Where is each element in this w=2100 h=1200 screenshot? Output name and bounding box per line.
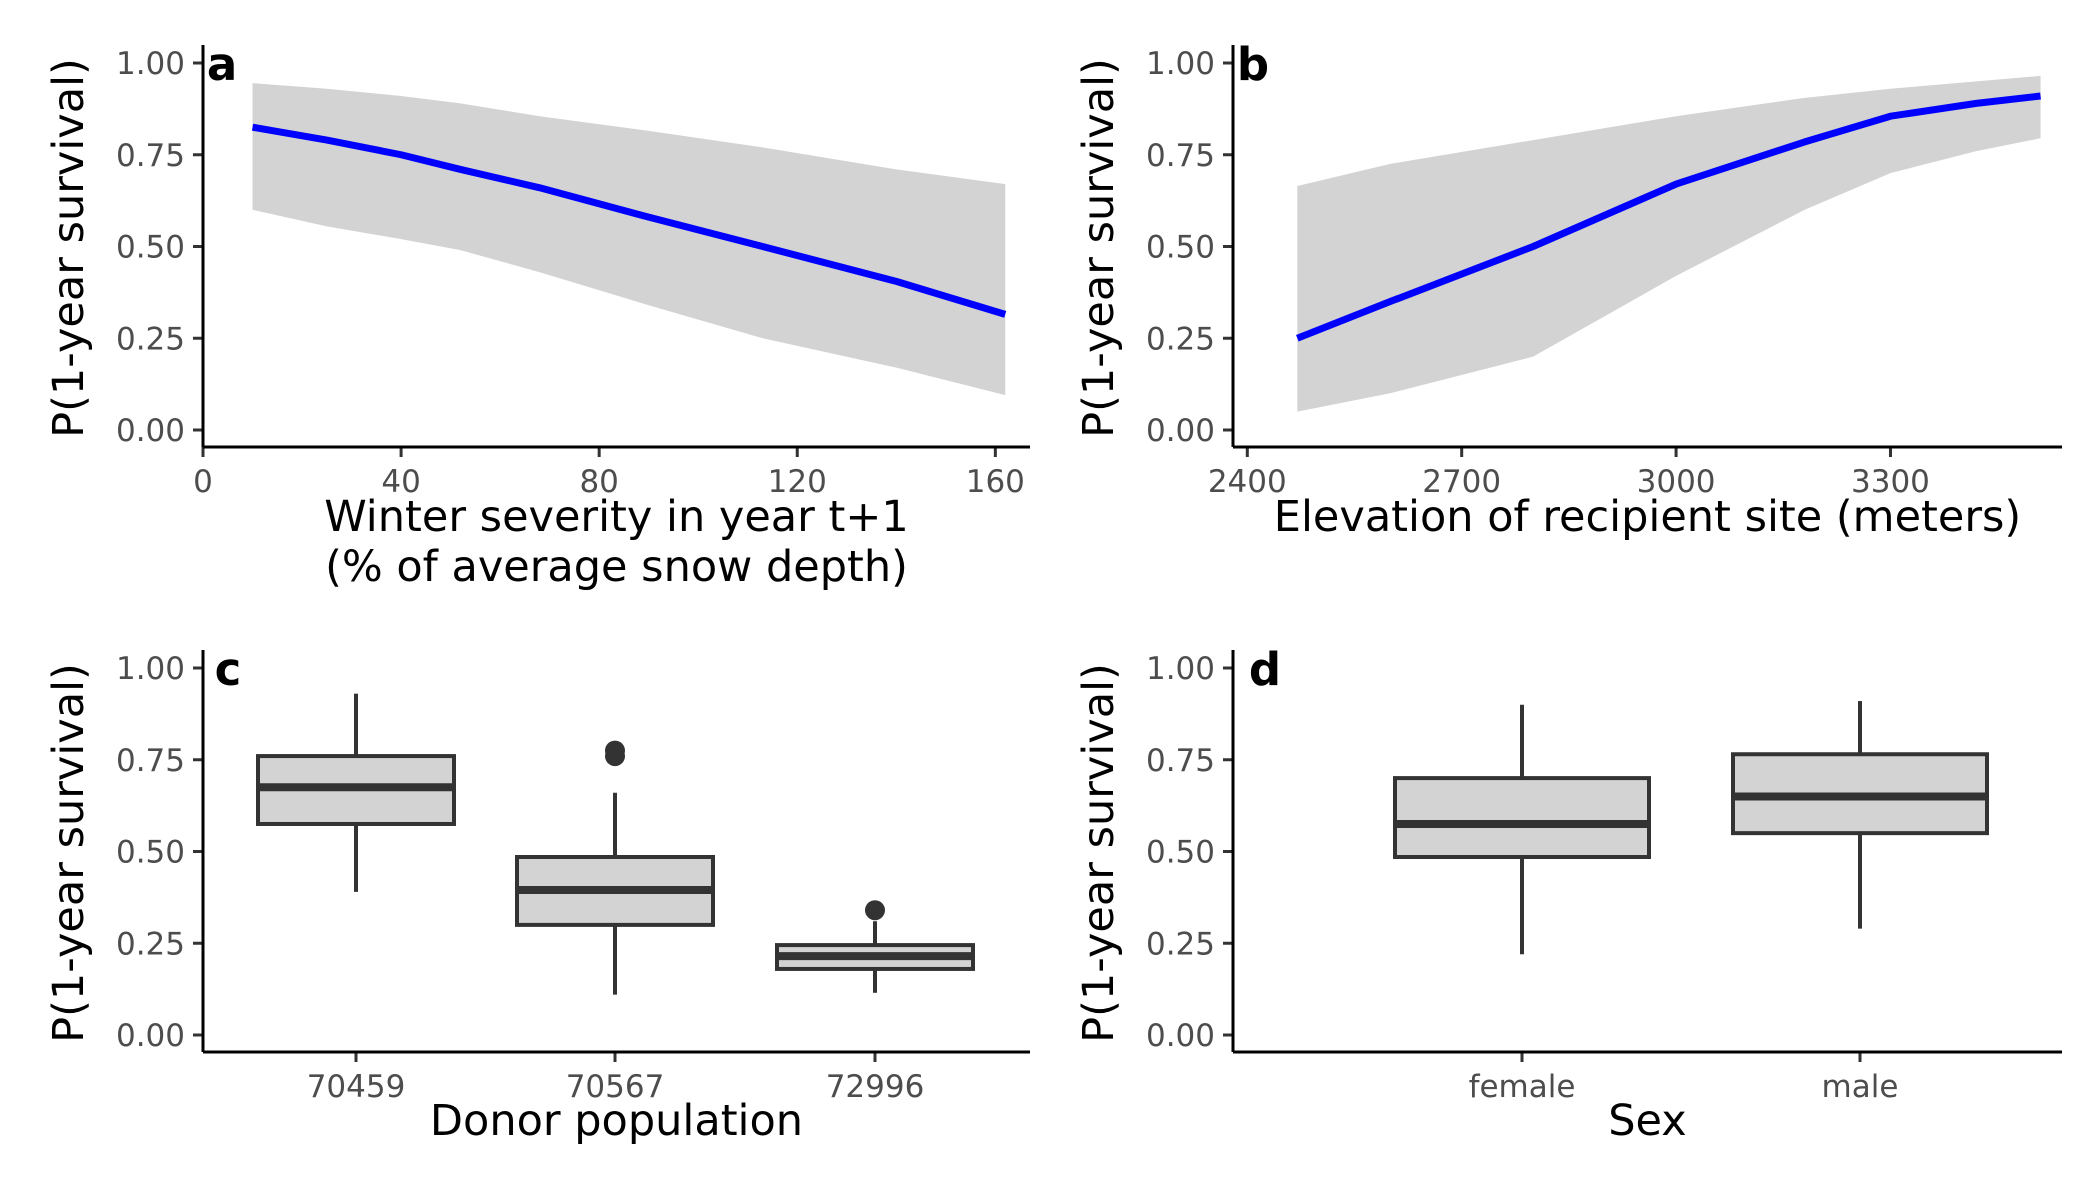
x-axis-title: Sex bbox=[1608, 1096, 1686, 1146]
panel-d: female male 0.00 0.25 0.50 0.75 1.00 Sex P(1-yea… bbox=[1074, 643, 2062, 1146]
x-tick-label: 160 bbox=[966, 464, 1025, 500]
y-tick-label: 0.50 bbox=[116, 835, 185, 871]
panel-a: 0 40 80 120 160 0.00 0.25 0.50 0.75 1.00 Winter se… bbox=[44, 38, 1030, 592]
confidence-ribbon bbox=[252, 83, 1006, 396]
x-tick-label: 3300 bbox=[1851, 464, 1930, 500]
y-tick-label: 0.75 bbox=[1146, 138, 1215, 174]
x-tick-label: 3000 bbox=[1637, 464, 1716, 500]
y-tick-label: 0.25 bbox=[1146, 321, 1215, 357]
x-tick-label: 72996 bbox=[826, 1069, 925, 1105]
y-tick-label: 1.00 bbox=[116, 46, 185, 82]
panel-label: b bbox=[1237, 38, 1269, 91]
y-tick-label: 0.25 bbox=[116, 926, 185, 962]
x-tick-label: 120 bbox=[768, 464, 827, 500]
box-male bbox=[1731, 701, 1989, 929]
y-axis-title: P(1-year survival) bbox=[1074, 58, 1124, 438]
panel-label: d bbox=[1249, 643, 1281, 696]
x-tick-label: 40 bbox=[381, 464, 420, 500]
x-tick-label: 70459 bbox=[307, 1069, 406, 1105]
panel-label: c bbox=[215, 643, 242, 696]
y-axis-title: P(1-year survival) bbox=[44, 58, 94, 438]
x-axis-title: Winter severity in year t+1 bbox=[324, 492, 909, 542]
iqr-box bbox=[1393, 776, 1651, 860]
y-tick-label: 0.75 bbox=[116, 743, 185, 779]
y-axis-title: P(1-year survival) bbox=[44, 663, 94, 1043]
fitted-line bbox=[1296, 92, 2041, 342]
y-tick-label: 1.00 bbox=[1146, 651, 1215, 687]
x-tick-label: female bbox=[1469, 1069, 1576, 1105]
y-tick-label: 1.00 bbox=[1146, 46, 1215, 82]
y-tick-label: 0.50 bbox=[1146, 835, 1215, 871]
box-female bbox=[1393, 704, 1651, 955]
x-axis-title: Donor population bbox=[430, 1096, 803, 1146]
box-70459 bbox=[256, 693, 456, 892]
y-tick-label: 0.25 bbox=[1146, 926, 1215, 962]
confidence-ribbon bbox=[1297, 75, 2041, 412]
y-tick-label: 0.50 bbox=[1146, 230, 1215, 266]
box-72996 bbox=[775, 900, 975, 993]
y-tick-label: 1.00 bbox=[116, 651, 185, 687]
y-tick-label: 0.75 bbox=[116, 138, 185, 174]
x-tick-label: 2700 bbox=[1422, 464, 1501, 500]
x-tick-label: 80 bbox=[579, 464, 618, 500]
panel-b: 2400 2700 3000 3300 0.00 0.25 0.50 0.75 1.00 Elev… bbox=[1074, 38, 2062, 542]
y-tick-label: 0.00 bbox=[1146, 1018, 1215, 1054]
outlier-point bbox=[605, 740, 625, 761]
x-axis-title: Elevation of recipient site (meters) bbox=[1274, 492, 2021, 542]
y-axis-title: P(1-year survival) bbox=[1074, 663, 1124, 1043]
x-tick-label: 70567 bbox=[566, 1069, 665, 1105]
panel-label: a bbox=[207, 38, 237, 91]
x-tick-label: 2400 bbox=[1208, 464, 1287, 500]
y-tick-label: 0.00 bbox=[116, 413, 185, 449]
x-tick-label: male bbox=[1822, 1069, 1899, 1105]
box-70567 bbox=[515, 740, 715, 995]
y-tick-label: 0.00 bbox=[1146, 413, 1215, 449]
y-tick-label: 0.75 bbox=[1146, 743, 1215, 779]
outlier-point bbox=[865, 900, 885, 921]
y-tick-label: 0.00 bbox=[116, 1018, 185, 1054]
panel-c: 70459 70567 72996 0.00 0.25 0.50 0.75 1.00 Donor… bbox=[44, 643, 1030, 1146]
y-tick-label: 0.50 bbox=[116, 230, 185, 266]
y-tick-label: 0.25 bbox=[116, 321, 185, 357]
x-axis-title: (% of average snow depth) bbox=[325, 542, 908, 592]
x-tick-label: 0 bbox=[193, 464, 213, 500]
fitted-line bbox=[251, 123, 1007, 318]
